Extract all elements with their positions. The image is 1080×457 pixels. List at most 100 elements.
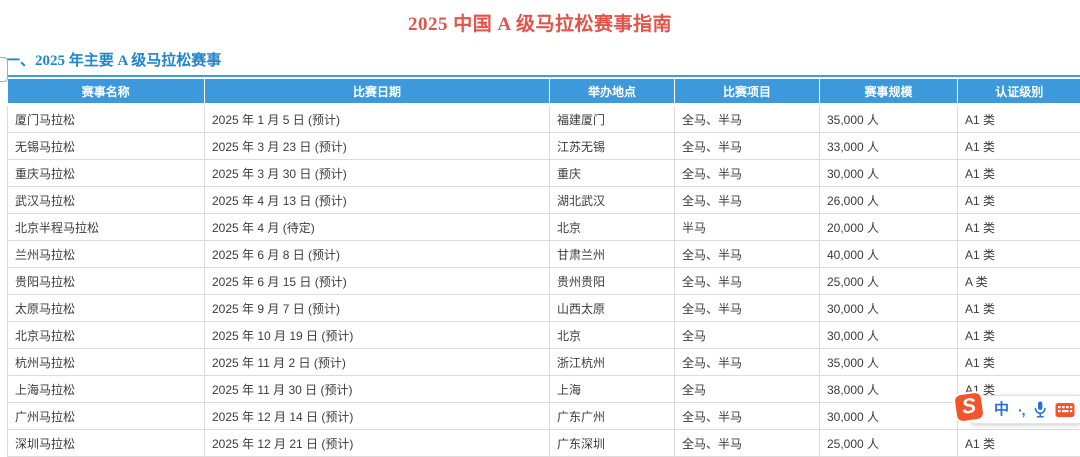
event-date-cell: 2025 年 6 月 8 日 (预计) (205, 241, 550, 268)
event-date-cell: 2025 年 4 月 (待定) (205, 214, 550, 241)
event-name-cell: 无锡马拉松 (8, 133, 205, 160)
event-table-container: 赛事名称 比赛日期 举办地点 比赛项目 赛事规模 认证级别 厦门马拉松 2025… (7, 75, 1080, 457)
event-date-cell: 2025 年 9 月 7 日 (预计) (205, 295, 550, 322)
event-location-cell: 贵州贵阳 (550, 268, 675, 295)
column-header-scale: 赛事规模 (820, 79, 958, 105)
event-location-cell: 湖北武汉 (550, 187, 675, 214)
event-items-cell: 全马、半马 (675, 268, 820, 295)
event-date-cell: 2025 年 10 月 19 日 (预计) (205, 322, 550, 349)
event-location-cell: 广东广州 (550, 403, 675, 430)
table-row: 上海马拉松 2025 年 11 月 30 日 (预计) 上海 全马 38,000… (8, 376, 1080, 403)
event-cert-cell: A1 类 (958, 349, 1080, 376)
event-date-cell: 2025 年 12 月 14 日 (预计) (205, 403, 550, 430)
column-header-cert: 认证级别 (958, 79, 1080, 105)
table-row: 杭州马拉松 2025 年 11 月 2 日 (预计) 浙江杭州 全马、半马 35… (8, 349, 1080, 376)
ime-toolbar[interactable]: S 中 ·, (971, 395, 1080, 424)
table-body: 厦门马拉松 2025 年 1 月 5 日 (预计) 福建厦门 全马、半马 35,… (8, 105, 1080, 457)
event-scale-cell: 30,000 人 (820, 295, 958, 322)
section-heading: 一、2025 年主要 A 级马拉松赛事 (5, 49, 1080, 70)
event-scale-cell: 30,000 人 (820, 403, 958, 430)
table-row: 兰州马拉松 2025 年 6 月 8 日 (预计) 甘肃兰州 全马、半马 40,… (8, 241, 1080, 268)
document-page: 2025 中国 A 级马拉松赛事指南 一、2025 年主要 A 级马拉松赛事 赛… (0, 9, 1080, 457)
event-cert-cell: A1 类 (958, 241, 1080, 268)
column-header-event-name: 赛事名称 (8, 79, 205, 105)
event-cert-cell: A 类 (958, 268, 1080, 295)
event-scale-cell: 40,000 人 (820, 241, 958, 268)
event-cert-cell: A1 类 (958, 322, 1080, 349)
event-items-cell: 全马、半马 (675, 295, 820, 322)
event-items-cell: 全马、半马 (675, 430, 820, 457)
event-location-cell: 山西太原 (550, 295, 675, 322)
sogou-logo-icon[interactable]: S (954, 392, 983, 421)
event-items-cell: 全马、半马 (675, 403, 820, 430)
punctuation-button[interactable]: ·, (1018, 402, 1025, 418)
event-scale-cell: 25,000 人 (820, 430, 958, 457)
event-date-cell: 2025 年 12 月 21 日 (预计) (205, 430, 550, 457)
event-items-cell: 全马、半马 (675, 105, 820, 133)
event-scale-cell: 20,000 人 (820, 214, 958, 241)
event-name-cell: 贵阳马拉松 (8, 268, 205, 295)
event-name-cell: 北京马拉松 (8, 322, 205, 349)
event-name-cell: 兰州马拉松 (8, 241, 205, 268)
column-header-events: 比赛项目 (675, 79, 820, 105)
table-row: 无锡马拉松 2025 年 3 月 23 日 (预计) 江苏无锡 全马、半马 33… (8, 133, 1080, 160)
event-cert-cell: A1 类 (958, 295, 1080, 322)
event-location-cell: 福建厦门 (550, 105, 675, 133)
event-cert-cell: A1 类 (958, 430, 1080, 457)
event-scale-cell: 35,000 人 (820, 105, 958, 133)
event-location-cell: 浙江杭州 (550, 349, 675, 376)
table-row: 重庆马拉松 2025 年 3 月 30 日 (预计) 重庆 全马、半马 30,0… (8, 160, 1080, 187)
marathon-event-table: 赛事名称 比赛日期 举办地点 比赛项目 赛事规模 认证级别 厦门马拉松 2025… (7, 79, 1080, 457)
event-date-cell: 2025 年 3 月 23 日 (预计) (205, 133, 550, 160)
event-items-cell: 全马、半马 (675, 241, 820, 268)
event-cert-cell: A1 类 (958, 160, 1080, 187)
event-date-cell: 2025 年 6 月 15 日 (预计) (205, 268, 550, 295)
keyboard-icon[interactable] (1055, 402, 1075, 418)
event-items-cell: 全马、半马 (675, 349, 820, 376)
event-cert-cell: A1 类 (958, 187, 1080, 214)
table-row: 贵阳马拉松 2025 年 6 月 15 日 (预计) 贵州贵阳 全马、半马 25… (8, 268, 1080, 295)
event-date-cell: 2025 年 11 月 2 日 (预计) (205, 349, 550, 376)
event-cert-cell: A1 类 (958, 133, 1080, 160)
event-items-cell: 半马 (675, 214, 820, 241)
event-cert-cell: A1 类 (958, 214, 1080, 241)
event-location-cell: 重庆 (550, 160, 675, 187)
table-row: 北京马拉松 2025 年 10 月 19 日 (预计) 北京 全马 30,000… (8, 322, 1080, 349)
side-panel-fragment[interactable] (0, 57, 8, 82)
event-scale-cell: 25,000 人 (820, 268, 958, 295)
event-name-cell: 太原马拉松 (8, 295, 205, 322)
event-items-cell: 全马、半马 (675, 187, 820, 214)
event-name-cell: 杭州马拉松 (8, 349, 205, 376)
event-location-cell: 上海 (550, 376, 675, 403)
event-date-cell: 2025 年 11 月 30 日 (预计) (205, 376, 550, 403)
event-location-cell: 江苏无锡 (550, 133, 675, 160)
table-top-border (7, 75, 1080, 77)
event-items-cell: 全马、半马 (675, 160, 820, 187)
event-scale-cell: 30,000 人 (820, 160, 958, 187)
event-name-cell: 深圳马拉松 (8, 430, 205, 457)
event-cert-cell: A1 类 (958, 105, 1080, 133)
event-scale-cell: 38,000 人 (820, 376, 958, 403)
event-date-cell: 2025 年 4 月 13 日 (预计) (205, 187, 550, 214)
event-items-cell: 全马 (675, 322, 820, 349)
event-location-cell: 甘肃兰州 (550, 241, 675, 268)
event-name-cell: 上海马拉松 (8, 376, 205, 403)
event-items-cell: 全马、半马 (675, 133, 820, 160)
chinese-mode-button[interactable]: 中 (994, 396, 1009, 423)
event-items-cell: 全马 (675, 376, 820, 403)
microphone-icon[interactable] (1034, 401, 1046, 418)
event-location-cell: 北京 (550, 214, 675, 241)
event-scale-cell: 35,000 人 (820, 349, 958, 376)
event-name-cell: 厦门马拉松 (8, 105, 205, 133)
event-scale-cell: 30,000 人 (820, 322, 958, 349)
event-scale-cell: 33,000 人 (820, 133, 958, 160)
event-date-cell: 2025 年 1 月 5 日 (预计) (205, 105, 550, 133)
table-row: 厦门马拉松 2025 年 1 月 5 日 (预计) 福建厦门 全马、半马 35,… (8, 105, 1080, 133)
event-location-cell: 广东深圳 (550, 430, 675, 457)
table-header-row: 赛事名称 比赛日期 举办地点 比赛项目 赛事规模 认证级别 (8, 79, 1080, 105)
column-header-date: 比赛日期 (205, 79, 550, 105)
table-row: 深圳马拉松 2025 年 12 月 21 日 (预计) 广东深圳 全马、半马 2… (8, 430, 1080, 457)
page-title: 2025 中国 A 级马拉松赛事指南 (0, 9, 1080, 36)
event-name-cell: 广州马拉松 (8, 403, 205, 430)
event-location-cell: 北京 (550, 322, 675, 349)
